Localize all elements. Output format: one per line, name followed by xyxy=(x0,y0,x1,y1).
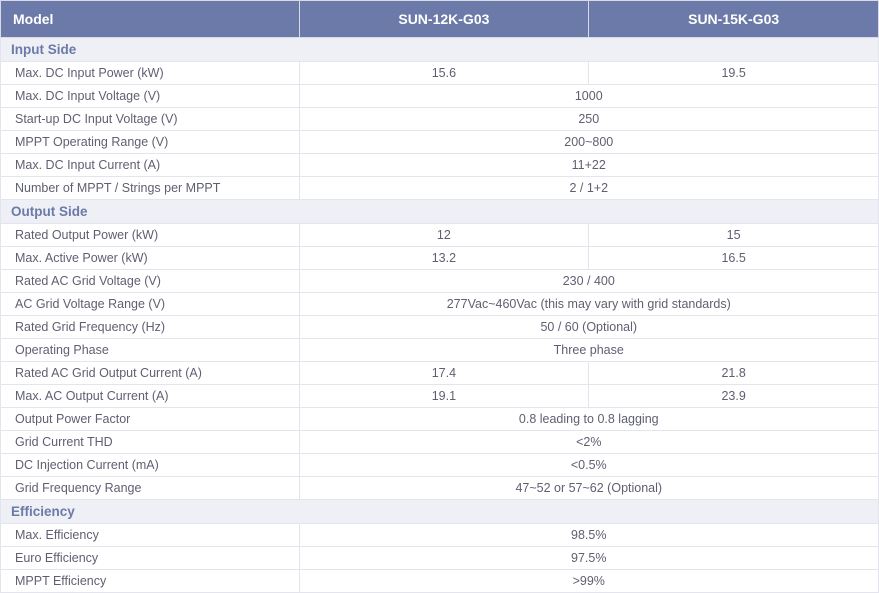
row-label: MPPT Operating Range (V) xyxy=(1,131,300,154)
row-value-span: Three phase xyxy=(299,339,878,362)
table-row: Max. AC Output Current (A) 19.1 23.9 xyxy=(1,385,879,408)
header-model: Model xyxy=(1,1,300,38)
section-label: Input Side xyxy=(1,38,879,62)
table-row: Grid Current THD <2% xyxy=(1,431,879,454)
table-row: Grid Frequency Range 47~52 or 57~62 (Opt… xyxy=(1,477,879,500)
row-label: MPPT Efficiency xyxy=(1,570,300,593)
section-output-side: Output Side xyxy=(1,200,879,224)
row-value-span: 98.5% xyxy=(299,524,878,547)
table-row: Euro Efficiency 97.5% xyxy=(1,547,879,570)
row-label: Rated AC Grid Voltage (V) xyxy=(1,270,300,293)
row-value-span: 0.8 leading to 0.8 lagging xyxy=(299,408,878,431)
row-value-span: <0.5% xyxy=(299,454,878,477)
table-row: MPPT Efficiency >99% xyxy=(1,570,879,593)
row-value-span: <2% xyxy=(299,431,878,454)
table-row: Operating Phase Three phase xyxy=(1,339,879,362)
row-value-1: 17.4 xyxy=(299,362,589,385)
row-value-span: 47~52 or 57~62 (Optional) xyxy=(299,477,878,500)
section-efficiency: Efficiency xyxy=(1,500,879,524)
row-value-span: 250 xyxy=(299,108,878,131)
table-row: Max. Active Power (kW) 13.2 16.5 xyxy=(1,247,879,270)
table-row: Rated Grid Frequency (Hz) 50 / 60 (Optio… xyxy=(1,316,879,339)
row-value-span: 11+22 xyxy=(299,154,878,177)
row-label: DC Injection Current (mA) xyxy=(1,454,300,477)
table-row: DC Injection Current (mA) <0.5% xyxy=(1,454,879,477)
row-label: Max. Active Power (kW) xyxy=(1,247,300,270)
row-value-span: 50 / 60 (Optional) xyxy=(299,316,878,339)
table-row: Output Power Factor 0.8 leading to 0.8 l… xyxy=(1,408,879,431)
row-label: Grid Current THD xyxy=(1,431,300,454)
row-value-span: 97.5% xyxy=(299,547,878,570)
row-label: Max. AC Output Current (A) xyxy=(1,385,300,408)
row-value-2: 16.5 xyxy=(589,247,879,270)
row-label: Rated AC Grid Output Current (A) xyxy=(1,362,300,385)
row-label: Max. DC Input Current (A) xyxy=(1,154,300,177)
row-value-2: 23.9 xyxy=(589,385,879,408)
row-value-1: 15.6 xyxy=(299,62,589,85)
row-value-2: 15 xyxy=(589,224,879,247)
row-value-1: 12 xyxy=(299,224,589,247)
row-value-span: >99% xyxy=(299,570,878,593)
row-label: Rated Grid Frequency (Hz) xyxy=(1,316,300,339)
row-value-1: 19.1 xyxy=(299,385,589,408)
table-row: Number of MPPT / Strings per MPPT 2 / 1+… xyxy=(1,177,879,200)
spec-table: Model SUN-12K-G03 SUN-15K-G03 Input Side… xyxy=(0,0,879,593)
row-label: Euro Efficiency xyxy=(1,547,300,570)
table-row: AC Grid Voltage Range (V) 277Vac~460Vac … xyxy=(1,293,879,316)
table-row: Max. DC Input Power (kW) 15.6 19.5 xyxy=(1,62,879,85)
table-row: Start-up DC Input Voltage (V) 250 xyxy=(1,108,879,131)
table-row: MPPT Operating Range (V) 200~800 xyxy=(1,131,879,154)
row-label: Rated Output Power (kW) xyxy=(1,224,300,247)
section-label: Efficiency xyxy=(1,500,879,524)
row-label: Output Power Factor xyxy=(1,408,300,431)
row-value-2: 21.8 xyxy=(589,362,879,385)
row-value-2: 19.5 xyxy=(589,62,879,85)
header-row: Model SUN-12K-G03 SUN-15K-G03 xyxy=(1,1,879,38)
table-row: Max. DC Input Current (A) 11+22 xyxy=(1,154,879,177)
row-value-span: 230 / 400 xyxy=(299,270,878,293)
row-value-span: 200~800 xyxy=(299,131,878,154)
table-row: Rated Output Power (kW) 12 15 xyxy=(1,224,879,247)
row-value-span: 2 / 1+2 xyxy=(299,177,878,200)
table-row: Rated AC Grid Voltage (V) 230 / 400 xyxy=(1,270,879,293)
row-value-span: 277Vac~460Vac (this may vary with grid s… xyxy=(299,293,878,316)
row-label: Max. Efficiency xyxy=(1,524,300,547)
row-label: Number of MPPT / Strings per MPPT xyxy=(1,177,300,200)
row-value-span: 1000 xyxy=(299,85,878,108)
table-row: Max. Efficiency 98.5% xyxy=(1,524,879,547)
section-input-side: Input Side xyxy=(1,38,879,62)
row-value-1: 13.2 xyxy=(299,247,589,270)
row-label: Operating Phase xyxy=(1,339,300,362)
section-label: Output Side xyxy=(1,200,879,224)
row-label: Max. DC Input Voltage (V) xyxy=(1,85,300,108)
row-label: Max. DC Input Power (kW) xyxy=(1,62,300,85)
table-row: Max. DC Input Voltage (V) 1000 xyxy=(1,85,879,108)
row-label: Grid Frequency Range xyxy=(1,477,300,500)
row-label: AC Grid Voltage Range (V) xyxy=(1,293,300,316)
header-col1: SUN-12K-G03 xyxy=(299,1,589,38)
row-label: Start-up DC Input Voltage (V) xyxy=(1,108,300,131)
header-col2: SUN-15K-G03 xyxy=(589,1,879,38)
table-row: Rated AC Grid Output Current (A) 17.4 21… xyxy=(1,362,879,385)
